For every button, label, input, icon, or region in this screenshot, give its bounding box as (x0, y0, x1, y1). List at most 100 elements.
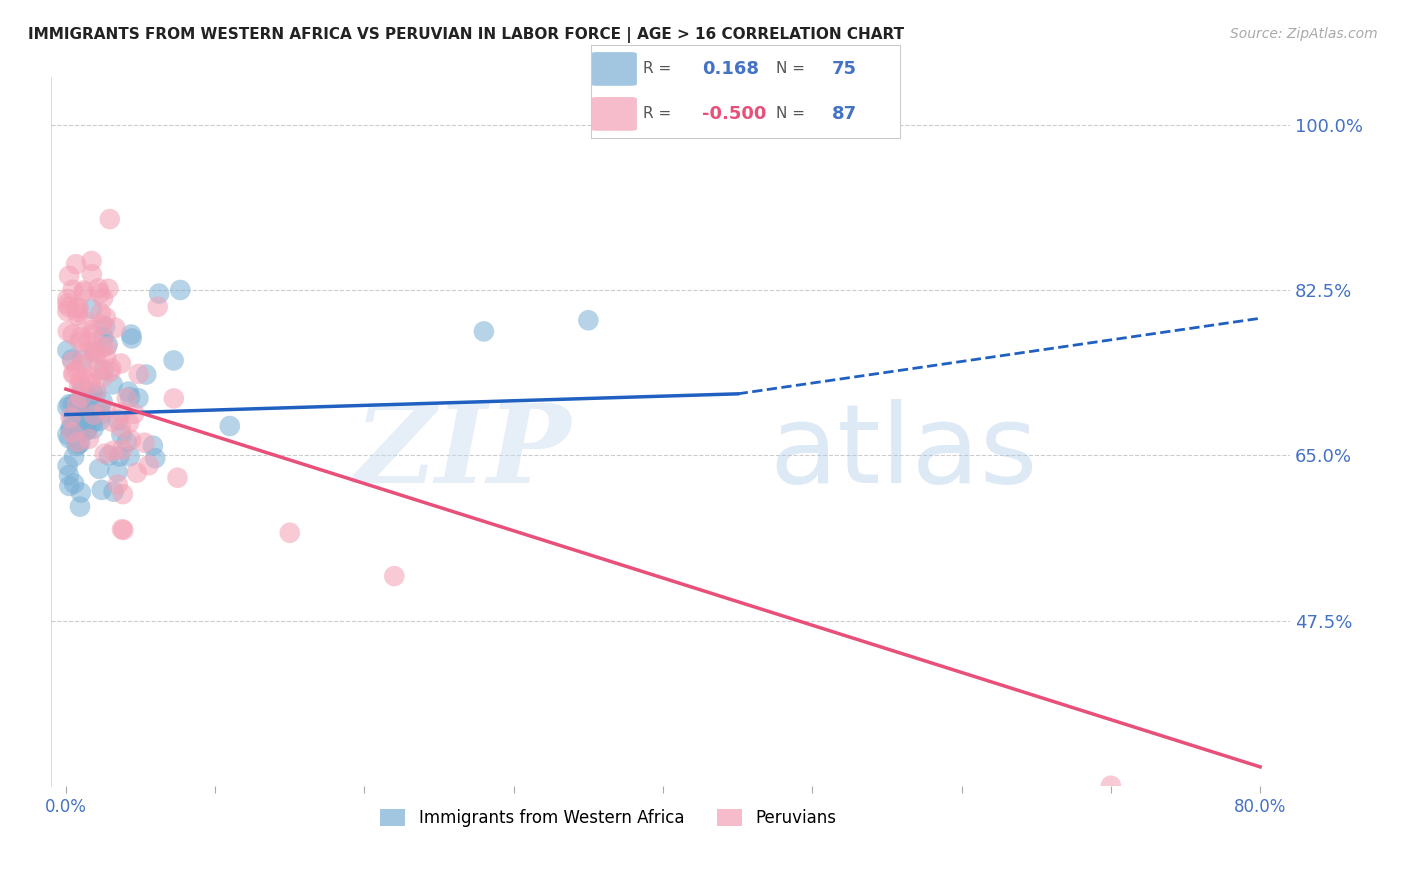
Point (117, 384, 139, 399)
Point (82, 327, 104, 342)
Text: N =: N = (776, 62, 806, 77)
Point (101, 415, 124, 429)
Point (98, 212, 121, 227)
Point (104, 320, 127, 334)
Point (69, 436, 91, 450)
Text: 75: 75 (832, 60, 856, 78)
Point (63, 476, 86, 491)
Point (66, 305, 89, 319)
Point (101, 443, 124, 458)
Point (111, 442, 134, 457)
Point (73, 408, 96, 422)
Point (103, 484, 125, 499)
Point (98, 365, 121, 379)
Point (56, 401, 79, 415)
Point (89, 414, 111, 428)
Point (70, 330, 93, 344)
Point (382, 569, 405, 583)
Point (75, 314, 97, 328)
Text: IMMIGRANTS FROM WESTERN AFRICA VS PERUVIAN IN LABOR FORCE | AGE > 16 CORRELATION: IMMIGRANTS FROM WESTERN AFRICA VS PERUVI… (28, 27, 904, 43)
Text: 0.168: 0.168 (702, 60, 759, 78)
Point (115, 435, 138, 450)
Point (82, 416, 104, 430)
Point (59, 410, 82, 425)
Point (66, 301, 89, 315)
Point (76, 423, 98, 437)
Point (77, 432, 100, 446)
Point (67, 406, 90, 420)
Point (63, 450, 86, 464)
Point (84, 346, 107, 360)
Point (80, 301, 103, 316)
Point (67, 437, 90, 451)
Point (77, 390, 100, 404)
Point (84, 387, 107, 401)
Point (73, 285, 96, 300)
Text: ZIP: ZIP (354, 399, 571, 507)
Point (60, 420, 83, 434)
Point (1099, 779, 1122, 793)
Point (125, 466, 148, 480)
Point (73, 371, 96, 385)
Point (69, 391, 91, 405)
Point (94, 402, 117, 417)
Point (120, 390, 142, 404)
Point (67, 379, 90, 393)
Point (148, 286, 170, 301)
Point (70, 396, 93, 410)
Point (110, 406, 132, 420)
Point (146, 300, 169, 314)
Point (58, 300, 80, 314)
Point (86, 353, 108, 368)
Point (121, 331, 143, 345)
Point (60, 425, 83, 440)
Legend: Immigrants from Western Africa, Peruvians: Immigrants from Western Africa, Peruvian… (374, 803, 844, 834)
Point (93, 363, 115, 377)
Point (69, 374, 91, 388)
Point (127, 391, 149, 405)
Point (110, 427, 132, 442)
Point (120, 433, 142, 447)
Point (69, 425, 91, 439)
Point (62, 327, 84, 342)
Point (135, 368, 157, 382)
Point (101, 377, 124, 392)
Point (77, 334, 100, 349)
Point (115, 391, 138, 405)
Point (66, 362, 89, 376)
Point (107, 413, 129, 427)
Point (56, 324, 79, 338)
Point (58, 431, 80, 445)
Point (111, 522, 134, 536)
Point (87, 281, 110, 295)
Point (59, 421, 82, 435)
Point (97, 337, 120, 351)
Text: N =: N = (776, 106, 806, 121)
Point (65, 257, 87, 271)
Point (73, 401, 96, 415)
Point (70, 358, 93, 372)
Point (79, 370, 101, 384)
Point (76, 423, 98, 437)
Point (82, 343, 104, 357)
Point (169, 283, 191, 297)
Point (66, 439, 89, 453)
Point (72, 384, 94, 398)
Point (110, 420, 132, 434)
Text: R =: R = (643, 106, 671, 121)
Point (112, 523, 135, 537)
Point (56, 297, 79, 311)
FancyBboxPatch shape (591, 52, 637, 86)
Point (69, 500, 91, 514)
Point (90, 408, 112, 422)
Point (80, 376, 103, 390)
Point (107, 465, 129, 479)
Point (472, 325, 495, 339)
Point (90, 306, 112, 320)
Point (69, 394, 91, 409)
Point (138, 458, 160, 473)
Point (83, 408, 105, 422)
Point (91, 330, 114, 344)
Point (576, 313, 599, 327)
Point (58, 479, 80, 493)
